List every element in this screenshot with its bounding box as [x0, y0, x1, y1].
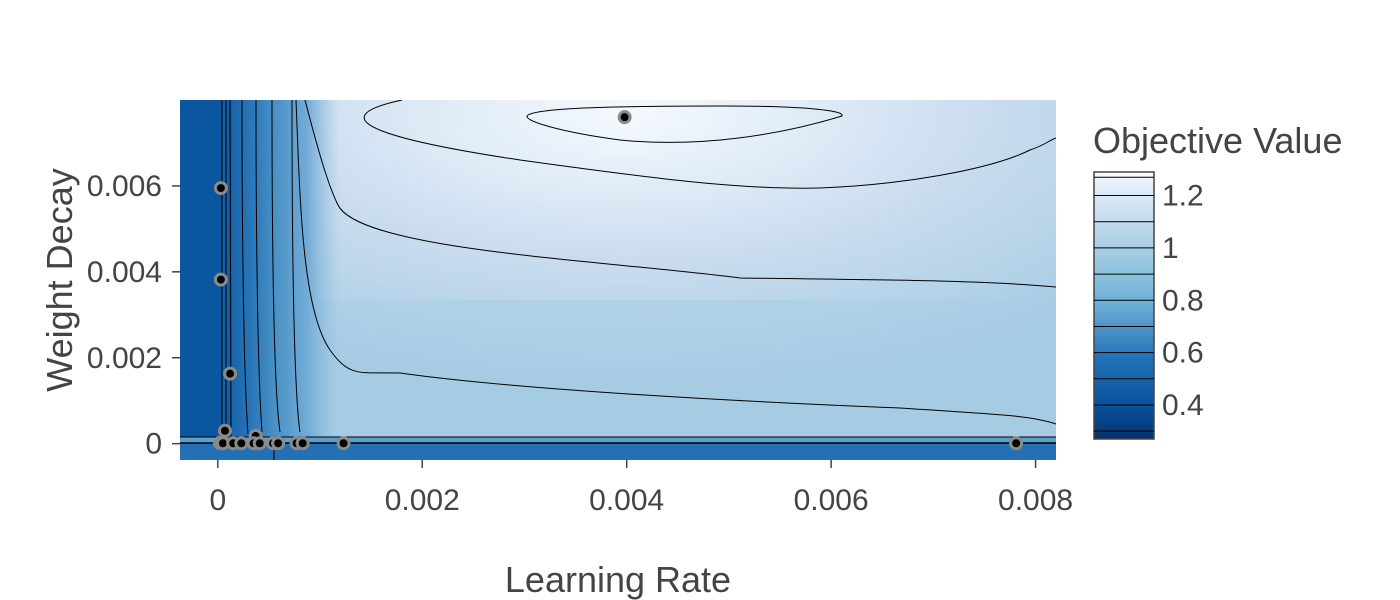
trial-point-17[interactable]	[1009, 436, 1024, 451]
x-axis: 0 0.002 0.004 0.006 0.008	[209, 460, 1073, 517]
contour-fill-lower	[296, 300, 1056, 438]
colorbar-gradient	[1093, 171, 1155, 440]
colorbar-title: Objective Value	[1093, 120, 1342, 161]
trial-point-1[interactable]	[213, 272, 228, 287]
y-axis: 0 0.002 0.004 0.006	[87, 170, 180, 461]
x-tick-label-0: 0	[209, 484, 226, 517]
y-tick-label-3: 0.006	[87, 170, 162, 203]
colorbar-tick-label-4: 1.2	[1162, 180, 1204, 213]
trial-point-3[interactable]	[617, 110, 632, 125]
colorbar[interactable]: Objective Value 0.4 0.6 0.8 1 1.2	[1093, 120, 1342, 440]
colorbar-tick-label-0: 0.4	[1162, 389, 1204, 422]
trial-points	[212, 110, 1024, 451]
trial-point-9[interactable]	[234, 436, 249, 451]
contour-line-11	[526, 105, 843, 143]
contour-fill-bottom-band-2	[180, 437, 1056, 443]
x-tick-label-3: 0.006	[794, 484, 869, 517]
contour-line-6	[271, 100, 281, 433]
x-tick-label-4: 0.008	[998, 484, 1073, 517]
contour-fill-left-ramp	[230, 100, 340, 440]
colorbar-level-lines	[1094, 176, 1154, 432]
contour-line-4	[241, 100, 249, 435]
contour-fill-bottom-band	[180, 443, 1056, 460]
contour-line-5	[255, 100, 263, 433]
contour-line-8	[304, 100, 1056, 288]
colorbar-tick-label-1: 0.6	[1162, 337, 1204, 370]
contour-line-3	[229, 100, 232, 439]
trial-point-11[interactable]	[252, 436, 267, 451]
x-axis-title: Learning Rate	[505, 559, 731, 600]
colorbar-tick-label-3: 1	[1162, 232, 1179, 265]
contour-lines	[180, 100, 1056, 460]
y-tick-label-1: 0.002	[87, 342, 162, 375]
contour-line-10	[363, 100, 1056, 189]
trial-point-16[interactable]	[336, 436, 351, 451]
contour-line-7	[291, 100, 301, 433]
y-tick-label-0: 0	[145, 428, 162, 461]
x-tick-label-1: 0.002	[385, 484, 460, 517]
colorbar-tick-label-2: 0.8	[1162, 284, 1204, 317]
y-tick-label-2: 0.004	[87, 256, 162, 289]
trial-point-0[interactable]	[213, 181, 228, 196]
colorbar-ticks: 0.4 0.6 0.8 1 1.2	[1162, 180, 1204, 422]
y-axis-title: Weight Decay	[39, 168, 80, 391]
contour-line-9	[295, 100, 1056, 425]
trial-point-15[interactable]	[295, 436, 310, 451]
trial-point-13[interactable]	[271, 436, 286, 451]
trial-point-4[interactable]	[217, 423, 232, 438]
trial-point-2[interactable]	[223, 366, 238, 381]
plot-area	[180, 100, 1056, 460]
x-tick-label-2: 0.004	[589, 484, 664, 517]
